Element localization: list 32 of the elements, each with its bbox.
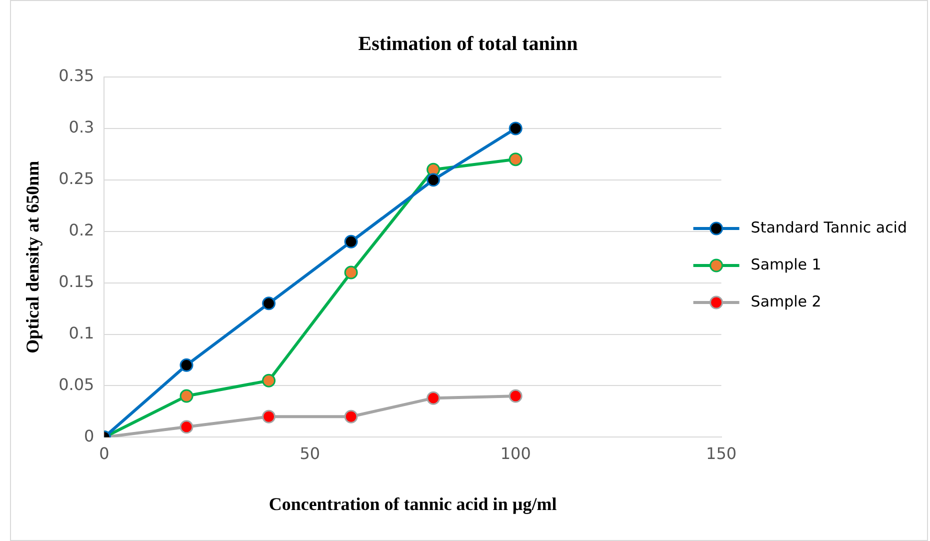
y-tick-label: 0.2 [68, 220, 94, 240]
x-tick-label: 50 [300, 444, 320, 463]
point [180, 389, 194, 403]
y-tick-label: 0.15 [58, 272, 94, 291]
y-tick-label: 0.25 [58, 169, 94, 188]
y-tick-label: 0 [84, 426, 94, 446]
y-tick-label: 0.35 [58, 66, 94, 86]
y-tick-label: 0.3 [68, 118, 94, 137]
point [262, 410, 276, 424]
x-tick-label: 150 [706, 444, 737, 463]
y-tick-label: 0.05 [58, 374, 94, 394]
point [180, 420, 194, 434]
legend-label: Standard Tannic acid [750, 218, 908, 236]
x-axis-title: Concentration of tannic acid in µg/ml [268, 494, 557, 514]
legend-label: Sample 2 [750, 292, 822, 310]
x-tick-label: 0 [99, 444, 110, 463]
point [508, 389, 522, 403]
point [180, 358, 194, 372]
x-tick-label: 100 [500, 444, 531, 463]
point [262, 296, 276, 310]
point [508, 152, 522, 166]
point [426, 391, 440, 405]
y-axis-title: Optical density at 650nm [22, 160, 42, 354]
point [426, 173, 440, 187]
point [508, 122, 522, 136]
point [344, 410, 358, 424]
legend-label: Sample 1 [750, 255, 822, 274]
point [344, 234, 358, 248]
point [262, 374, 276, 388]
y-tick-label: 0.1 [68, 323, 94, 342]
chart-title: Estimation of total taninn [358, 33, 578, 56]
point [344, 266, 358, 280]
